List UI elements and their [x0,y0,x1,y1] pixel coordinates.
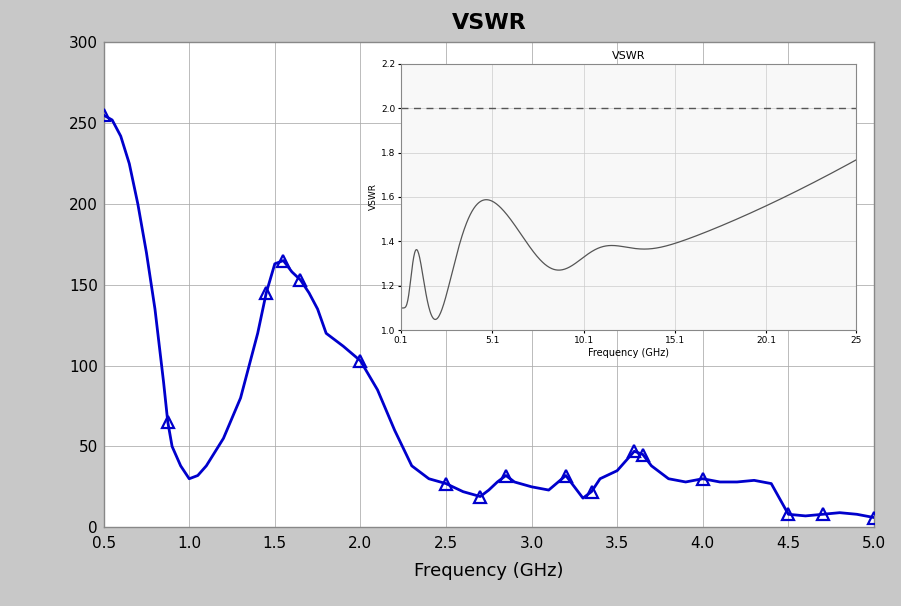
X-axis label: Frequency (GHz): Frequency (GHz) [414,562,563,580]
Title: VSWR: VSWR [612,52,645,61]
Title: VSWR: VSWR [451,13,526,33]
Y-axis label: VSWR: VSWR [369,184,378,210]
X-axis label: Frequency (GHz): Frequency (GHz) [588,348,669,358]
